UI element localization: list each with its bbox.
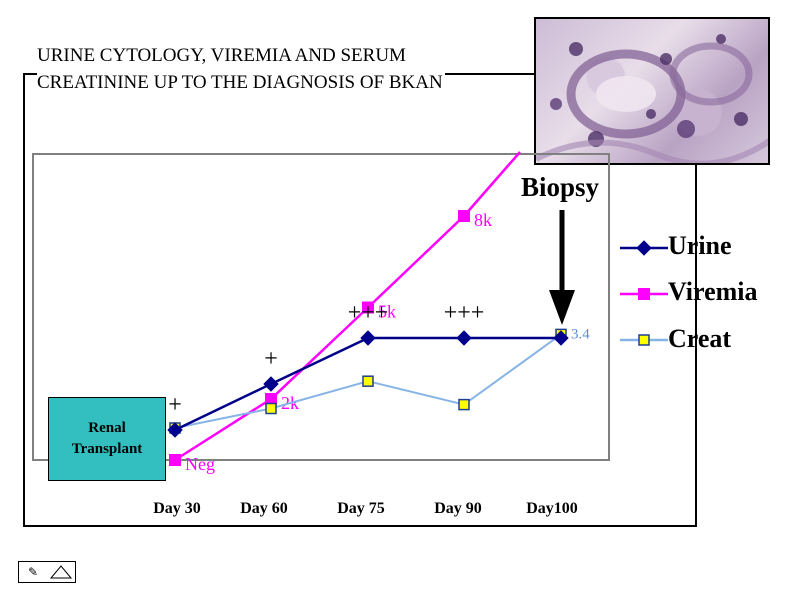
renal-transplant-box: Renal Transplant [48,397,166,481]
legend-label-viremia: Viremia [668,277,758,306]
urine-point [553,330,569,346]
renal-transplant-label-2: Transplant [71,441,143,457]
legend-layer [620,240,668,346]
slide-title-line-2: CREATININE UP TO THE DIAGNOSIS OF BKAN [37,72,445,94]
viremia-point [265,393,277,405]
urine-data-label: + [264,346,278,372]
viremia-point [169,454,181,466]
histology-texture [536,34,768,163]
renal-transplant-label-1: Renal [88,420,126,436]
urine-data-label: +++ [444,300,485,326]
slide-navigation[interactable]: ✎ [18,561,76,583]
x-tick-label: Day 90 [434,500,482,517]
creat-point [265,402,277,415]
x-tick-label: Day 30 [153,500,201,517]
pen-icon[interactable]: ✎ [27,564,39,579]
viremia-point [458,210,470,222]
urine-point [360,330,376,346]
creat-data-label: 3.4 [571,326,590,342]
biopsy-arrow [549,210,575,325]
histology-image [534,17,770,165]
legend-label-urine: Urine [668,231,732,260]
viremia-line [174,215,465,462]
viremia-point [362,301,374,314]
creat-point [362,375,374,387]
legend-marker-urine [636,240,652,256]
x-tick-label: Day 60 [240,500,288,517]
biopsy-annotation: Biopsy [521,172,600,202]
urine-point [167,422,183,438]
triangle-icon[interactable] [47,562,75,582]
x-tick-label: Day 75 [337,500,385,517]
plot-area-frame [32,153,610,461]
legend-label-creat: Creat [668,324,732,353]
urine-data-label: +++ [348,300,389,326]
x-tick-label: Day100 [526,500,578,517]
legend-marker-creat [638,334,650,346]
legend-marker-viremia [638,288,650,300]
urine-point [456,330,472,346]
viremia-data-label: Neg [185,454,215,474]
viremia-data-label: 8k [474,210,492,230]
viremia-line-extension [463,151,521,217]
slide-title-line-1: URINE CYTOLOGY, VIREMIA AND SERUM [37,45,406,66]
viremia-data-label: 5k [378,302,396,322]
urine-data-label: + [168,392,182,418]
creat-point [458,398,470,411]
urine-point [263,376,279,392]
